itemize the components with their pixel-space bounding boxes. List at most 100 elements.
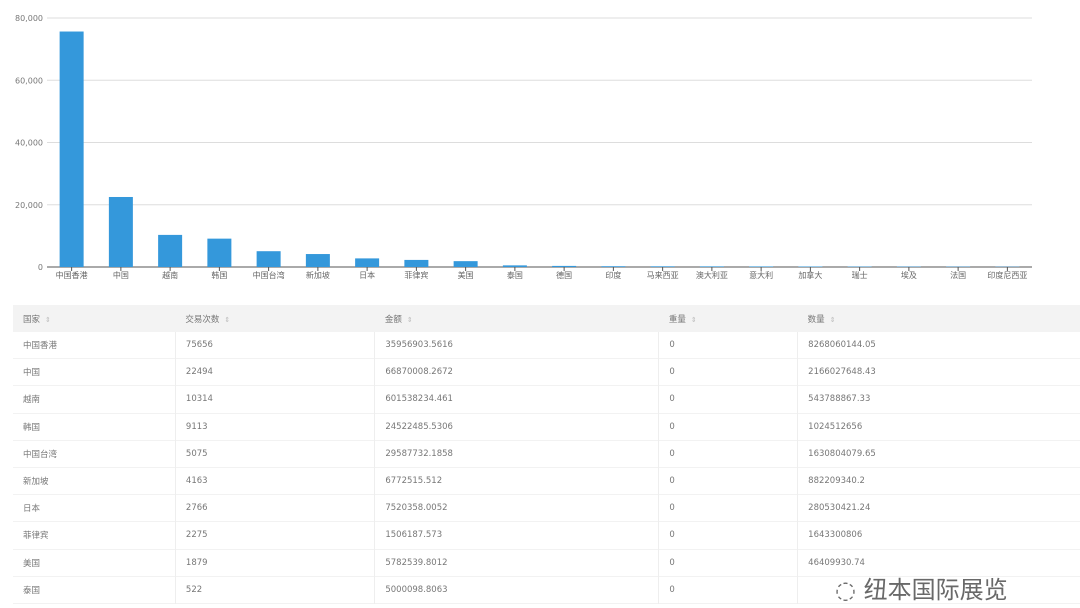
table-cell: 中国 (23, 368, 41, 379)
table-row: 美国 1879 5782539.8012 0 46409930.74 (13, 549, 1080, 577)
bar (502, 265, 527, 267)
table-cell: 22494 (174, 358, 375, 386)
table-cell: 543788867.33 (797, 385, 1080, 414)
column-header[interactable]: 国家 ⇕ (13, 305, 176, 332)
x-tick-label: 印度 (605, 270, 621, 280)
column-header[interactable]: 数量 ⇕ (797, 305, 1080, 332)
table-cell: 8268060144.05 (797, 332, 1080, 359)
y-tick-label: 0 (38, 263, 43, 272)
x-tick-label: 新加坡 (306, 270, 330, 280)
table-cell: 日本 (23, 504, 41, 515)
bar (207, 238, 232, 267)
y-tick-label: 60,000 (15, 76, 43, 85)
table-cell: 24522485.5306 (374, 413, 659, 441)
table-cell: 美国 (23, 558, 41, 569)
x-tick-label: 韩国 (211, 270, 227, 280)
table-cell: 4163 (174, 467, 375, 495)
table-cell: 韩国 (23, 422, 41, 433)
table-cell: 0 (658, 332, 798, 359)
column-header-label: 国家 (23, 314, 41, 325)
table-row: 中国 22494 66870008.2672 0 2166027648.43 (13, 358, 1080, 386)
table-cell: 46409930.74 (797, 549, 1080, 577)
column-header-label: 交易次数 (185, 314, 220, 325)
table-cell: 0 (658, 358, 798, 386)
bar (404, 259, 429, 267)
column-header-label: 金额 (384, 314, 402, 325)
sort-icon[interactable]: ⇕ (406, 315, 413, 324)
wechat-icon: ◌ (835, 576, 856, 604)
bar (305, 254, 330, 267)
table-cell: 1506187.573 (374, 521, 659, 549)
table-cell: 0 (658, 521, 798, 549)
table-row: 日本 2766 7520358.0052 0 280530421.24 (13, 494, 1080, 522)
table-cell: 0 (658, 549, 798, 577)
table-cell: 75656 (174, 332, 375, 359)
data-table: 国家 ⇕ 交易次数 ⇕ 金额 ⇕ 重量 ⇕ 数量 ⇕ 中国香港 75656 35956903.5616… (13, 305, 1080, 604)
table-cell: 5000098.8063 (374, 576, 659, 604)
table-row: 泰国 522 5000098.8063 0 (13, 576, 1080, 604)
bar (601, 266, 626, 267)
table-cell: 菲律宾 (23, 531, 49, 542)
table-cell: 0 (658, 385, 798, 414)
table-row: 越南 10314 601538234.461 0 543788867.33 (13, 385, 1080, 414)
x-tick-label: 埃及 (901, 270, 917, 280)
sort-icon[interactable]: ⇕ (224, 315, 231, 324)
bar (256, 251, 281, 267)
x-tick-label: 意大利 (749, 270, 773, 280)
table-cell: 0 (658, 440, 798, 468)
x-tick-label: 马来西亚 (647, 271, 679, 280)
table-cell: 1879 (174, 549, 375, 577)
table-cell: 6772515.512 (374, 467, 659, 495)
column-header[interactable]: 重量 ⇕ (658, 305, 798, 332)
table-cell: 0 (658, 413, 798, 441)
table-cell: 0 (658, 576, 798, 604)
column-header[interactable]: 金额 ⇕ (374, 305, 659, 332)
table-cell: 29587732.1858 (374, 440, 659, 468)
bar (355, 258, 380, 267)
column-header[interactable]: 交易次数 ⇕ (175, 305, 375, 332)
table-cell: 泰国 (23, 585, 41, 596)
table-cell: 新加坡 (23, 477, 49, 488)
bar (108, 196, 133, 267)
x-tick-label: 法国 (950, 270, 966, 280)
table-cell: 1630804079.65 (797, 440, 1080, 468)
sort-icon[interactable]: ⇕ (45, 315, 51, 324)
bar (453, 261, 478, 267)
x-tick-label: 澳大利亚 (696, 270, 728, 280)
sort-icon[interactable]: ⇕ (690, 315, 697, 324)
table-cell: 601538234.461 (374, 385, 659, 414)
x-tick-label: 瑞士 (852, 270, 868, 280)
x-tick-label: 加拿大 (798, 270, 822, 280)
table-cell: 7520358.0052 (374, 494, 659, 522)
column-header-label: 重量 (668, 314, 686, 325)
y-tick-label: 20,000 (15, 201, 43, 210)
bar (59, 31, 84, 267)
table-cell: 1643300806 (797, 521, 1080, 549)
table-row: 韩国 9113 24522485.5306 0 1024512656 (13, 413, 1080, 441)
table-cell: 1024512656 (797, 413, 1080, 441)
table-row: 菲律宾 2275 1506187.573 0 1643300806 (13, 521, 1080, 549)
bar (650, 266, 675, 267)
table-cell: 越南 (23, 395, 41, 406)
table-cell: 522 (174, 576, 375, 604)
y-tick-label: 80,000 (15, 14, 43, 23)
table-cell: 5075 (174, 440, 375, 468)
table-cell: 中国香港 (23, 341, 58, 352)
x-tick-label: 美国 (458, 270, 474, 280)
table-cell: 2275 (174, 521, 375, 549)
x-tick-label: 日本 (359, 270, 375, 280)
sort-icon[interactable]: ⇕ (829, 315, 836, 324)
table-cell: 35956903.5616 (374, 332, 659, 359)
bar (699, 266, 724, 267)
y-tick-label: 40,000 (15, 139, 43, 148)
x-tick-label: 泰国 (507, 270, 523, 280)
table-cell: 882209340.2 (797, 467, 1080, 495)
table-cell: 0 (658, 467, 798, 495)
x-tick-label: 中国香港 (56, 270, 88, 280)
table-row: 中国香港 75656 35956903.5616 0 8268060144.05 (13, 332, 1080, 359)
table-row: 中国台湾 5075 29587732.1858 0 1630804079.65 (13, 440, 1080, 468)
x-tick-label: 中国 (113, 270, 129, 280)
bar (749, 266, 774, 267)
table-cell: 280530421.24 (797, 494, 1080, 522)
x-tick-label: 越南 (162, 270, 178, 280)
